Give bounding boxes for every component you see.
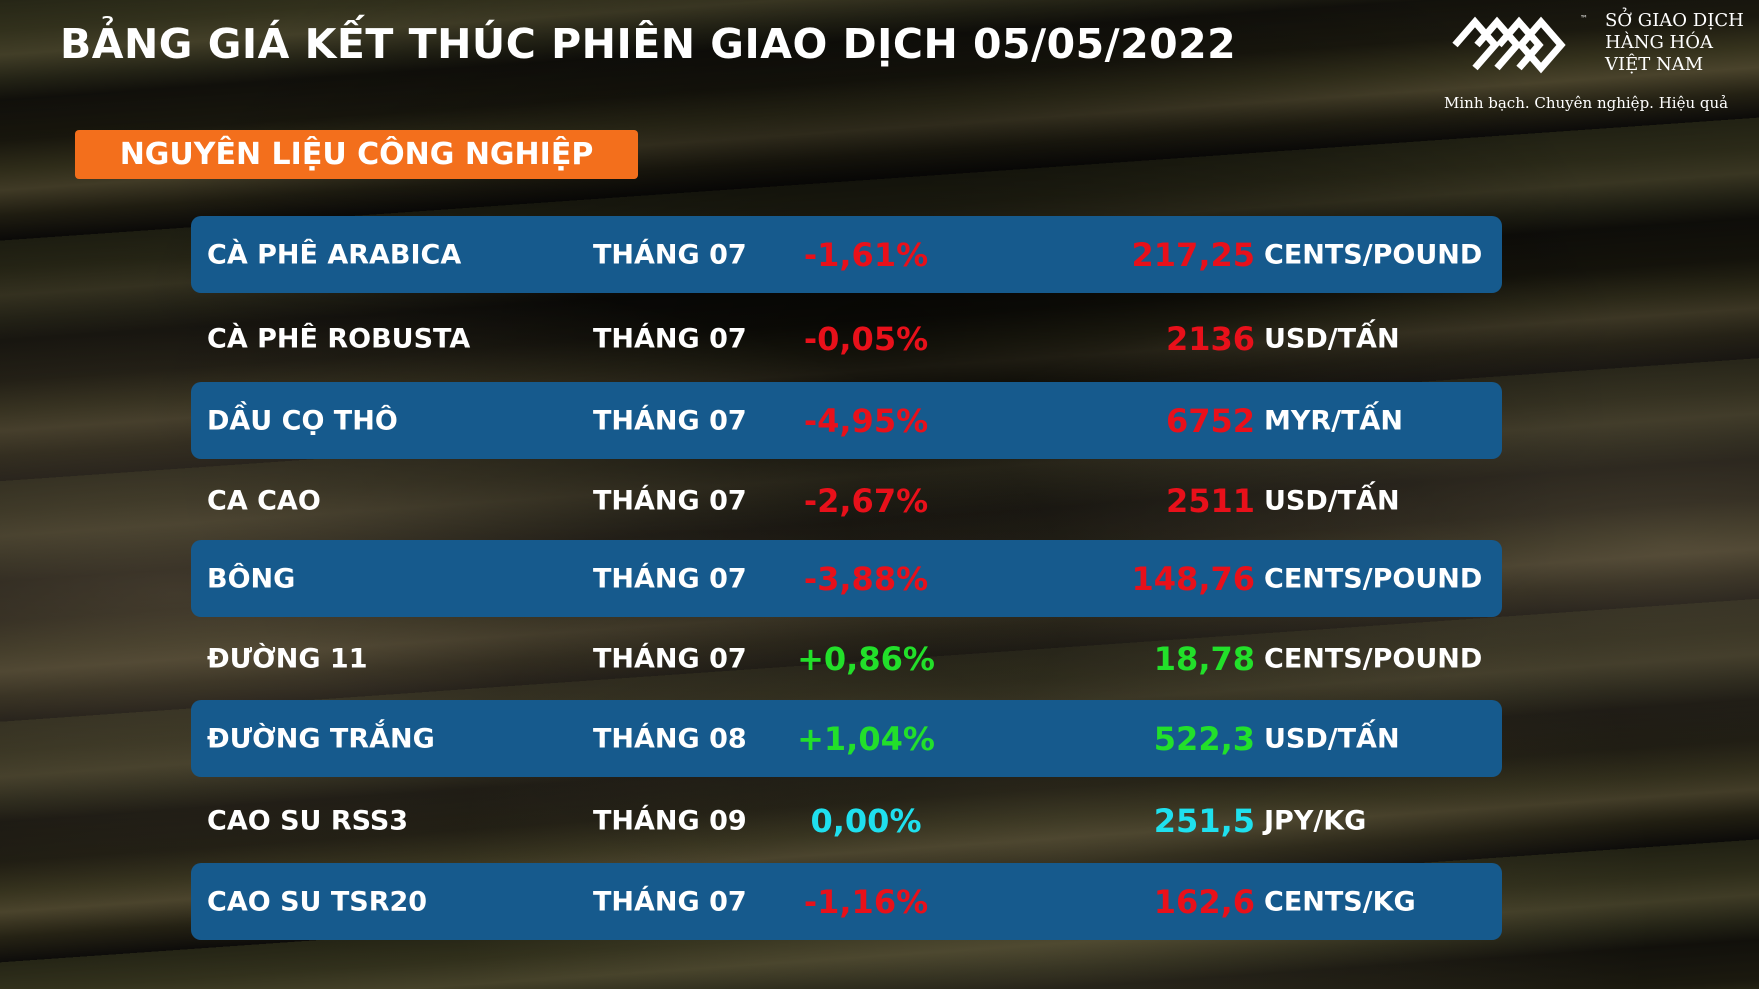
exchange-logo: ™ SỞ GIAO DỊCH HÀNG HÓA VIỆT NAM Minh bạ… xyxy=(1440,10,1744,120)
price-change: -3,88% xyxy=(803,559,929,598)
price-value: 2511 xyxy=(1165,481,1255,520)
page-title: BẢNG GIÁ KẾT THÚC PHIÊN GIAO DỊCH 05/05/… xyxy=(60,20,1237,68)
table-row: DẦU CỌ THÔ THÁNG 07 -4,95% 6752 MYR/TẤN xyxy=(191,382,1502,459)
commodity-name: ĐƯỜNG 11 xyxy=(207,643,368,674)
table-row: CAO SU TSR20 THÁNG 07 -1,16% 162,6 CENTS… xyxy=(191,863,1502,940)
contract-month: THÁNG 08 xyxy=(593,723,747,754)
commodity-name: ĐƯỜNG TRẮNG xyxy=(207,723,435,754)
category-badge: NGUYÊN LIỆU CÔNG NGHIỆP xyxy=(75,130,638,179)
price-value: 251,5 xyxy=(1153,801,1255,840)
contract-month: THÁNG 07 xyxy=(593,405,747,436)
price-value: 18,78 xyxy=(1153,639,1255,678)
table-row: ĐƯỜNG 11 THÁNG 07 +0,86% 18,78 CENTS/POU… xyxy=(191,620,1502,697)
price-unit: CENTS/POUND xyxy=(1264,643,1483,674)
contract-month: THÁNG 07 xyxy=(593,563,747,594)
price-value: 148,76 xyxy=(1131,559,1255,598)
commodity-name: CAO SU RSS3 xyxy=(207,805,409,836)
logo-mark-icon xyxy=(1452,16,1566,74)
commodity-name: DẦU CỌ THÔ xyxy=(207,405,398,436)
price-change: -2,67% xyxy=(803,481,929,520)
price-change: -0,05% xyxy=(803,319,929,358)
commodity-name: CÀ PHÊ ROBUSTA xyxy=(207,323,471,354)
price-unit: CENTS/POUND xyxy=(1264,239,1483,270)
price-value: 2136 xyxy=(1165,319,1255,358)
logo-slogan: Minh bạch. Chuyên nghiệp. Hiệu quả xyxy=(1444,94,1729,112)
price-value: 217,25 xyxy=(1131,235,1255,274)
price-value: 522,3 xyxy=(1153,719,1255,758)
commodity-name: CÀ PHÊ ARABICA xyxy=(207,239,462,270)
price-change: -1,61% xyxy=(803,235,929,274)
contract-month: THÁNG 07 xyxy=(593,239,747,270)
price-value: 6752 xyxy=(1165,401,1255,440)
trademark: ™ xyxy=(1580,14,1588,23)
contract-month: THÁNG 07 xyxy=(593,886,747,917)
price-change: +1,04% xyxy=(797,719,935,758)
commodity-name: BÔNG xyxy=(207,563,296,594)
price-unit: CENTS/POUND xyxy=(1264,563,1483,594)
logo-text: SỞ GIAO DỊCH HÀNG HÓA VIỆT NAM xyxy=(1605,10,1744,76)
contract-month: THÁNG 07 xyxy=(593,643,747,674)
table-row: CAO SU RSS3 THÁNG 09 0,00% 251,5 JPY/KG xyxy=(191,782,1502,859)
price-unit: CENTS/KG xyxy=(1264,886,1416,917)
price-unit: JPY/KG xyxy=(1264,805,1367,836)
commodity-name: CA CAO xyxy=(207,485,321,516)
price-value: 162,6 xyxy=(1153,882,1255,921)
table-row: CÀ PHÊ ARABICA THÁNG 07 -1,61% 217,25 CE… xyxy=(191,216,1502,293)
price-change: 0,00% xyxy=(810,801,922,840)
logo-line-1: SỞ GIAO DỊCH xyxy=(1605,10,1744,31)
table-row: CA CAO THÁNG 07 -2,67% 2511 USD/TẤN xyxy=(191,462,1502,539)
price-unit: USD/TẤN xyxy=(1264,485,1400,516)
table-row: CÀ PHÊ ROBUSTA THÁNG 07 -0,05% 2136 USD/… xyxy=(191,300,1502,377)
contract-month: THÁNG 07 xyxy=(593,323,747,354)
price-unit: MYR/TẤN xyxy=(1264,405,1403,436)
contract-month: THÁNG 09 xyxy=(593,805,747,836)
price-change: -4,95% xyxy=(803,401,929,440)
contract-month: THÁNG 07 xyxy=(593,485,747,516)
logo-line-3: VIỆT NAM xyxy=(1605,54,1704,75)
price-change: +0,86% xyxy=(797,639,935,678)
price-change: -1,16% xyxy=(803,882,929,921)
price-unit: USD/TẤN xyxy=(1264,723,1400,754)
commodity-name: CAO SU TSR20 xyxy=(207,886,428,917)
table-row: BÔNG THÁNG 07 -3,88% 148,76 CENTS/POUND xyxy=(191,540,1502,617)
price-unit: USD/TẤN xyxy=(1264,323,1400,354)
logo-line-2: HÀNG HÓA xyxy=(1605,32,1713,53)
table-row: ĐƯỜNG TRẮNG THÁNG 08 +1,04% 522,3 USD/TẤ… xyxy=(191,700,1502,777)
